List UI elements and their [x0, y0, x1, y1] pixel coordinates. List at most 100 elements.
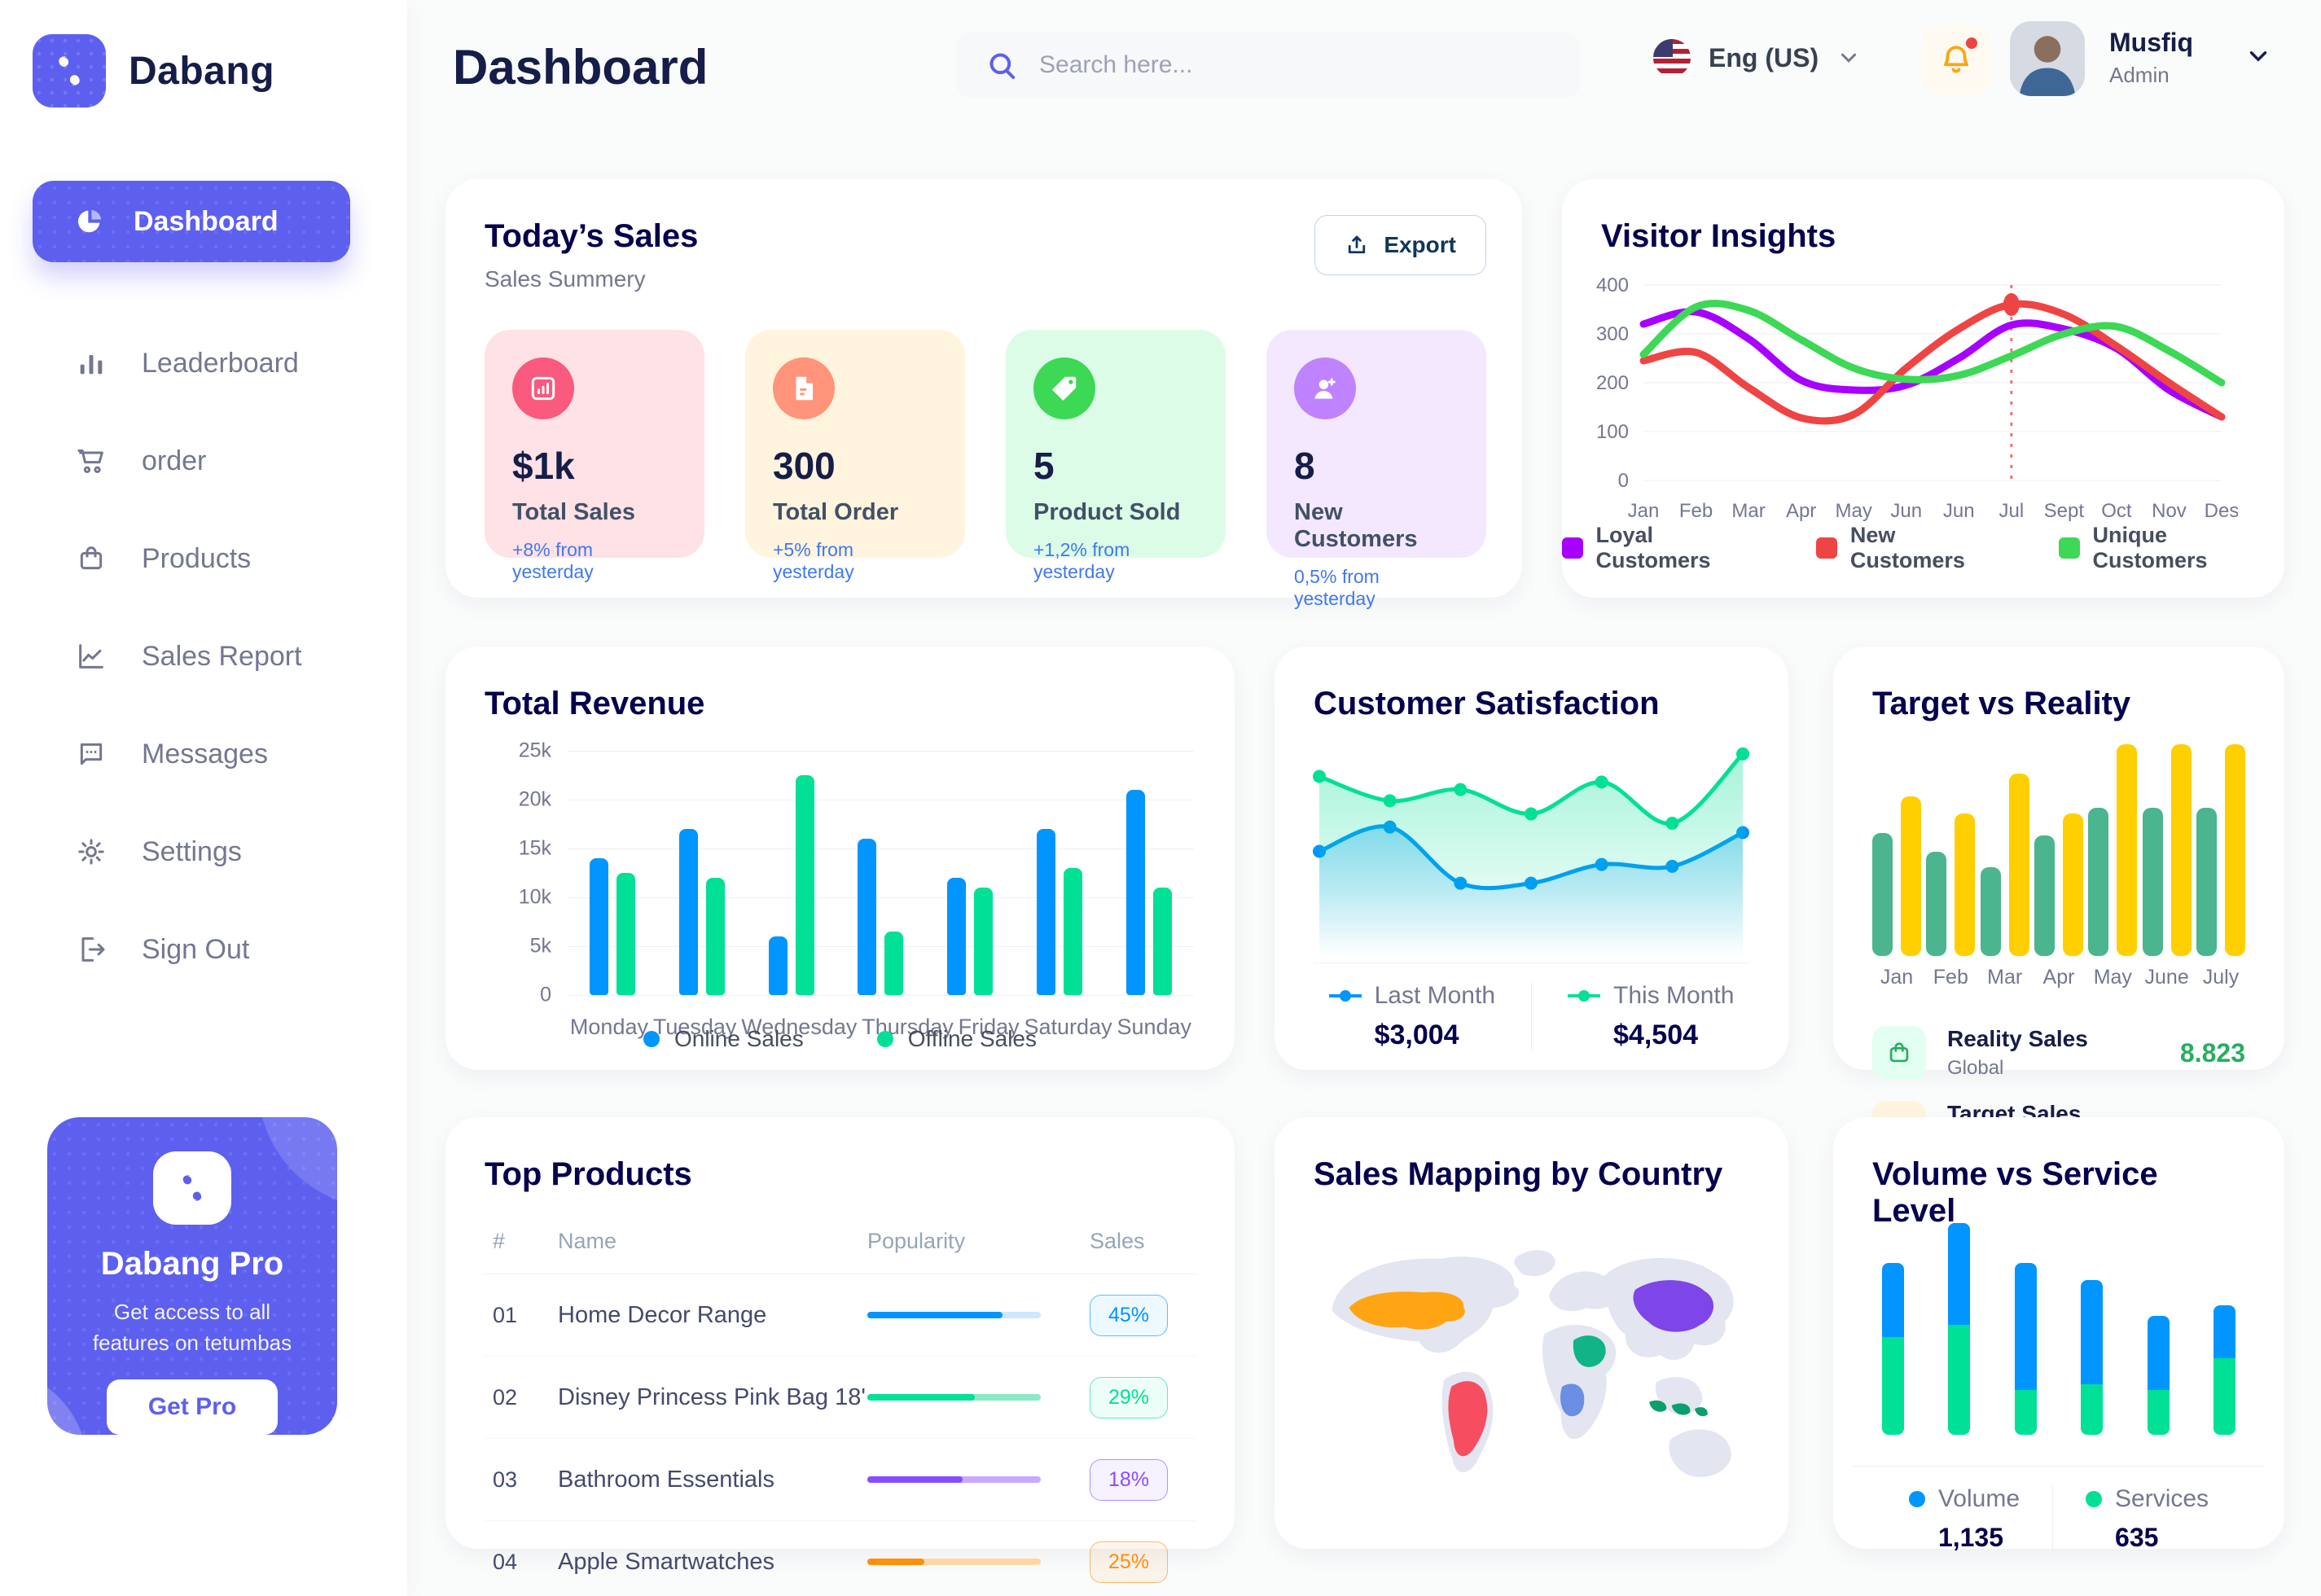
bar-online-sales	[768, 936, 788, 995]
chevron-down-icon[interactable]	[2244, 42, 2272, 70]
bar-reality-sales	[1872, 832, 1893, 956]
total-revenue-x-labels: Monday Tuesday Wednesday Thursday Friday Satu…	[569, 1015, 1192, 1039]
target-vs-reality-chart	[1872, 744, 2245, 956]
customer-satisfaction-legend: Last Month $3,004 This Month $4,504	[1275, 982, 1788, 1051]
bar-offline-sales	[616, 873, 635, 995]
export-icon	[1349, 235, 1366, 254]
stat-card-product-sold: 5 Product Sold +1,2% from yesterday	[1006, 330, 1226, 582]
todays-sales-card: Today’s Sales Sales Summery Export $1k To…	[445, 179, 1522, 609]
sidebar-item-order[interactable]: order	[33, 412, 375, 510]
bar-target-sales	[2170, 744, 2192, 956]
bars-icon	[75, 347, 107, 379]
total-revenue-chart: 0 5k 10k 15k 20k 25k	[494, 739, 1194, 1006]
stat-value: $1k	[512, 445, 575, 487]
notifications-button[interactable]	[1922, 26, 1990, 94]
sales-mapping-title: Sales Mapping by Country	[1314, 1156, 1723, 1192]
avatar[interactable]	[2010, 21, 2085, 96]
us-flag-icon	[1653, 39, 1691, 77]
cart-icon	[75, 445, 107, 477]
sidebar-item-leaderboard[interactable]: Leaderboard	[33, 314, 375, 412]
table-row: 03 Bathroom Essentials 18%	[485, 1439, 1196, 1521]
sidebar-item-dashboard[interactable]: Dashboard	[33, 181, 350, 262]
bar-reality-sales	[2196, 808, 2217, 956]
chartline-icon	[75, 640, 107, 673]
user-menu[interactable]: Musfiq Admin	[2109, 28, 2193, 88]
divider	[1853, 1466, 2265, 1467]
svg-text:400: 400	[1596, 274, 1629, 296]
stat-card-total-order: 300 Total Order +5% from yesterday	[745, 330, 965, 582]
stat-delta: +5% from yesterday	[773, 539, 854, 582]
pro-logo-icon	[153, 1151, 231, 1226]
volume-vs-service-legend: Volume 1,135 Services 635	[1833, 1485, 2284, 1553]
stacked-bar	[1882, 1223, 1904, 1435]
svg-text:Mar: Mar	[1731, 500, 1765, 522]
stat-label: Total Sales	[512, 499, 635, 525]
bar-target-sales	[2117, 744, 2138, 956]
stacked-bar	[2213, 1223, 2235, 1435]
stat-card-new-customers: 8 New Customers 0,5% from yesterday	[1266, 330, 1486, 609]
map-country-china	[1633, 1280, 1714, 1332]
bag-icon	[75, 542, 107, 575]
legend-item-this-month: This Month $4,504	[1531, 982, 1770, 1051]
chevron-down-icon	[1841, 53, 1857, 63]
bar-offline-sales	[884, 932, 904, 995]
stat-value: 8	[1294, 445, 1315, 487]
sidebar-item-products[interactable]: Products	[33, 510, 375, 607]
bar-reality-sales	[2142, 808, 2163, 956]
customer-satisfaction-card: Customer Satisfaction Last Month $3,004 Th…	[1275, 647, 1788, 1070]
pro-upsell-card: Dabang Pro Get access to all features on…	[47, 1117, 337, 1435]
target-vs-reality-x-labels: Jan Feb Mar Apr May June July	[1880, 966, 2240, 989]
top-products-card: Top Products # Name Popularity Sales 01 H…	[445, 1117, 1235, 1583]
legend-row-reality-sales: Reality Sales Global 8.823	[1872, 1026, 2245, 1080]
sidebar-item-messages[interactable]: Messages	[33, 705, 375, 803]
bar-target-sales	[1955, 813, 1976, 956]
bar-online-sales	[589, 858, 608, 995]
svg-text:May: May	[1836, 500, 1872, 522]
svg-text:Nov: Nov	[2152, 500, 2187, 522]
table-row: 01 Home Decor Range 45%	[485, 1274, 1196, 1357]
sales-mapping-card: Sales Mapping by Country	[1275, 1117, 1788, 1549]
svg-text:Des: Des	[2205, 500, 2238, 522]
total-revenue-title: Total Revenue	[485, 686, 705, 721]
search-icon	[985, 49, 1018, 81]
stat-value: 5	[1033, 445, 1055, 487]
stacked-bar	[2081, 1223, 2104, 1435]
map-country-saudi-arabia	[1573, 1335, 1606, 1367]
svg-text:200: 200	[1596, 372, 1629, 394]
bar-online-sales	[678, 829, 698, 995]
search-bar[interactable]	[956, 33, 1580, 98]
pie-icon	[73, 205, 106, 238]
sidebar-item-settings[interactable]: Settings	[33, 803, 375, 901]
target-vs-reality-card: Target vs Reality Jan Feb Mar Apr May June Jul…	[1833, 647, 2284, 1155]
get-pro-button[interactable]: Get Pro	[107, 1379, 278, 1435]
stat-delta: +1,2% from yesterday	[1033, 539, 1130, 582]
bar-target-sales	[2008, 773, 2029, 956]
bar-reality-sales	[1926, 851, 1947, 956]
svg-text:Jun: Jun	[1890, 500, 1922, 522]
pro-title: Dabang Pro	[100, 1246, 284, 1282]
sidebar-item-sales-report[interactable]: Sales Report	[33, 607, 375, 705]
sidebar-item-sign-out[interactable]: Sign Out	[33, 901, 375, 998]
search-input[interactable]	[1039, 51, 1551, 79]
stat-cards: $1k Total Sales +8% from yesterday 300 Total…	[485, 330, 1486, 609]
svg-text:Apr: Apr	[1786, 500, 1816, 522]
legend-item: Offline Sales	[876, 1026, 1037, 1052]
bar-online-sales	[947, 878, 967, 995]
todays-sales-subtitle: Sales Summery	[485, 266, 646, 292]
svg-text:Sept: Sept	[2044, 500, 2085, 522]
svg-text:100: 100	[1596, 421, 1629, 443]
bar-online-sales	[1037, 829, 1056, 995]
svg-text:Feb: Feb	[1679, 500, 1713, 522]
svg-text:Oct: Oct	[2101, 500, 2132, 522]
bar-online-sales	[1125, 790, 1145, 995]
table-row: 02 Disney Princess Pink Bag 18' 29%	[485, 1357, 1196, 1439]
bar-target-sales	[1901, 796, 1921, 956]
stat-chart-icon	[512, 357, 574, 419]
map-country-dr-congo	[1560, 1383, 1585, 1417]
brand-logo-icon	[33, 34, 106, 107]
map-country-indonesia	[1649, 1400, 1708, 1417]
export-button[interactable]: Export	[1314, 215, 1486, 275]
language-selector[interactable]: Eng (US)	[1653, 39, 1861, 77]
customer-satisfaction-chart	[1307, 736, 1755, 956]
